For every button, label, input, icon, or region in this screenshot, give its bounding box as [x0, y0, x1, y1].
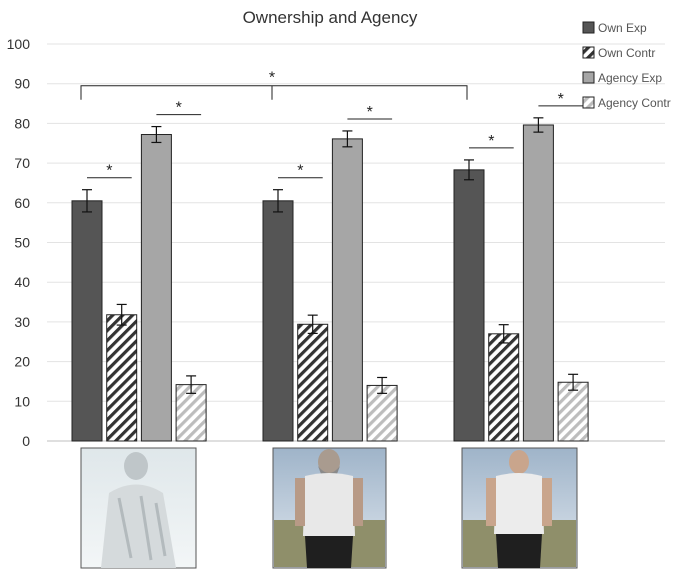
- legend-swatch: [582, 71, 595, 84]
- y-axis: 0 10 20 30 40 50 60 70 80 90 100: [7, 36, 31, 449]
- significance-star: *: [176, 100, 182, 117]
- error-bars: [82, 117, 579, 394]
- y-tick-label: 40: [14, 274, 30, 290]
- legend-label: Agency Contr: [598, 96, 671, 110]
- bar: [557, 381, 589, 442]
- avatar-young-man-tank-top-icon: [461, 447, 578, 569]
- bar: [140, 134, 172, 442]
- y-tick-label: 30: [14, 314, 30, 330]
- bars: [71, 124, 589, 442]
- bar: [262, 200, 294, 442]
- legend-label: Own Contr: [598, 46, 655, 60]
- chart-title: Ownership and Agency: [243, 8, 418, 27]
- significance-star: *: [367, 104, 373, 121]
- legend: Own Exp Own Contr Agency Exp Agency Contr: [582, 21, 671, 110]
- legend-label: Agency Exp: [598, 71, 662, 85]
- y-tick-label: 20: [14, 354, 30, 370]
- y-tick-label: 60: [14, 195, 30, 211]
- y-tick-label: 50: [14, 235, 30, 251]
- significance-star: *: [488, 133, 494, 150]
- legend-label: Own Exp: [598, 21, 647, 35]
- y-tick-label: 10: [14, 393, 30, 409]
- avatar-bearded-man-tank-top-icon: [272, 447, 387, 569]
- bar: [71, 200, 103, 442]
- bar: [522, 124, 554, 442]
- bar: [331, 138, 363, 442]
- y-tick-label: 100: [7, 36, 31, 52]
- bar: [366, 384, 398, 442]
- bar: [453, 169, 485, 442]
- legend-swatch: [582, 96, 595, 109]
- y-tick-label: 80: [14, 115, 30, 131]
- bar: [106, 314, 138, 442]
- significance-bracket: [80, 85, 468, 100]
- y-tick-label: 90: [14, 76, 30, 92]
- legend-swatch: [582, 21, 595, 34]
- avatar-robed-statue-icon: [80, 447, 197, 569]
- bar: [488, 333, 520, 442]
- significance-star: *: [297, 163, 303, 180]
- bar: [175, 384, 207, 442]
- y-tick-label: 0: [22, 433, 30, 449]
- bar: [297, 323, 329, 442]
- legend-swatch: [582, 46, 595, 59]
- y-tick-label: 70: [14, 155, 30, 171]
- significance-annotations: * * * * * * *: [80, 70, 584, 180]
- significance-star: *: [106, 163, 112, 180]
- significance-star: *: [558, 91, 564, 108]
- significance-star: *: [269, 70, 275, 87]
